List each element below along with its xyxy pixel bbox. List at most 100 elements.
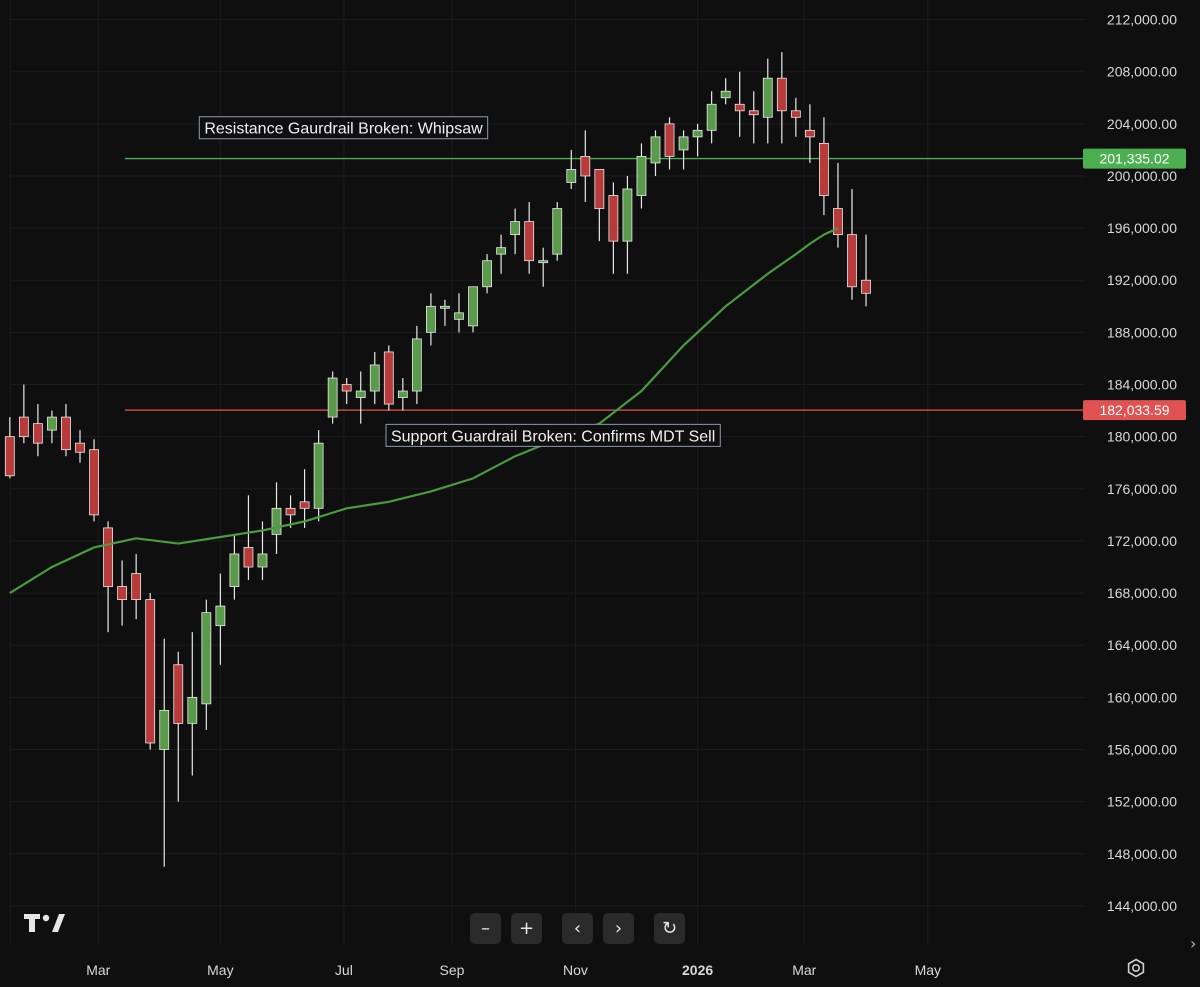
candle-body [552,208,563,255]
gear-icon[interactable] [1126,958,1146,983]
y-tick-label: 188,000.00 [1107,324,1177,340]
y-tick-label: 192,000.00 [1107,272,1177,288]
x-tick-label: May [207,962,233,978]
price-tag [1083,148,1186,169]
price-tag-label: 182,033.59 [1099,402,1169,418]
candle-body [411,338,422,392]
x-tick-label: Jul [335,962,353,978]
y-tick-label: 156,000.00 [1107,741,1177,757]
x-axis: Mar May Jul Sep Nov 2026 Mar May [86,962,941,978]
candle-body [482,260,492,288]
candle-body [383,351,394,405]
candle-body [804,129,815,138]
candle-body [117,586,128,600]
annotations: Resistance Gaurdrail Broken: Whipsaw Supp… [198,116,721,447]
ma-line [9,227,839,595]
candle-body [594,169,605,209]
chevron-right-icon[interactable]: › [1190,934,1197,953]
candle-body [454,312,464,320]
candle-body [678,136,689,151]
candle-body [762,77,773,118]
candle-body [510,221,521,236]
candle-body [650,136,661,164]
candle-body [327,377,338,418]
candle-body [355,390,366,398]
candle-body [636,156,647,196]
candle-body [341,384,352,392]
candle-body [538,260,549,264]
y-tick-label: 160,000.00 [1107,689,1177,705]
x-tick-label: Nov [563,962,588,978]
y-axis: 212,000.00 208,000.00 204,000.00 200,000.00… [1107,12,1177,914]
annotation-box [385,423,721,447]
candle-body [229,553,240,587]
candle-body [566,169,577,183]
candle-body [145,599,156,744]
candle-body [285,507,296,516]
x-tick-label: Mar [792,962,816,978]
candle-body [173,664,184,724]
x-tick-label: Mar [86,962,110,978]
candle-body [201,612,212,705]
candle-body [299,501,310,509]
tradingview-logo-icon[interactable] [24,912,66,939]
x-tick-label: Sep [440,962,465,978]
candle-body [833,208,843,236]
y-tick-label: 144,000.00 [1107,898,1177,914]
candle-body [861,279,871,294]
candle-body [18,416,29,438]
reset-chart-button[interactable]: ↻ [654,913,685,944]
price-tag [1083,400,1186,421]
candle-body [215,605,226,627]
y-tick-label: 212,000.00 [1107,12,1177,28]
candle-body [271,507,282,535]
candle-body [706,103,717,131]
candle-body [187,696,198,724]
zoom-in-button[interactable]: + [511,913,542,944]
candle-body [75,442,85,453]
annotation-text: Resistance Gaurdrail Broken: Whipsaw [204,121,483,138]
candle-body [524,221,535,262]
candle-body [397,390,408,398]
candle-body [243,547,254,568]
y-tick-label: 176,000.00 [1107,481,1177,497]
price-tag-label: 201,335.02 [1099,151,1169,167]
scroll-right-button[interactable]: › [603,913,634,944]
x-tick-label: May [915,962,941,978]
y-tick-label: 200,000.00 [1107,168,1177,184]
y-tick-label: 204,000.00 [1107,116,1177,132]
candle-body [776,77,787,112]
y-tick-label: 172,000.00 [1107,533,1177,549]
scroll-left-button[interactable]: ‹ [562,913,593,944]
candle-body [496,247,506,255]
candle-body [580,156,591,177]
guardrail-levels: 201,335.02 182,033.59 [124,148,1186,421]
candle-body [819,142,829,196]
y-tick-label: 164,000.00 [1107,637,1177,653]
candle-body [440,305,450,309]
candle-body [369,364,380,392]
candle-body [622,188,633,242]
chart-toolbar: – + ‹ › ↻ [470,913,695,944]
candles [4,52,871,867]
candle-body [313,442,324,509]
candle-body [734,103,745,112]
y-tick-label: 148,000.00 [1107,846,1177,862]
y-tick-label: 152,000.00 [1107,794,1177,810]
candle-body [4,436,15,477]
candle-body [32,423,43,444]
candle-body [847,234,857,288]
y-tick-label: 208,000.00 [1107,64,1177,80]
annotation-box [198,116,489,140]
candle-body [89,449,99,516]
x-tick-label: 2026 [682,962,713,978]
zoom-out-button[interactable]: – [470,913,501,944]
candle-body [61,416,71,451]
candle-body [103,527,113,587]
candle-body [790,110,801,118]
y-tick-label: 184,000.00 [1107,377,1177,393]
moving-average [9,227,839,595]
grid [10,0,1085,945]
candle-body [426,305,436,333]
